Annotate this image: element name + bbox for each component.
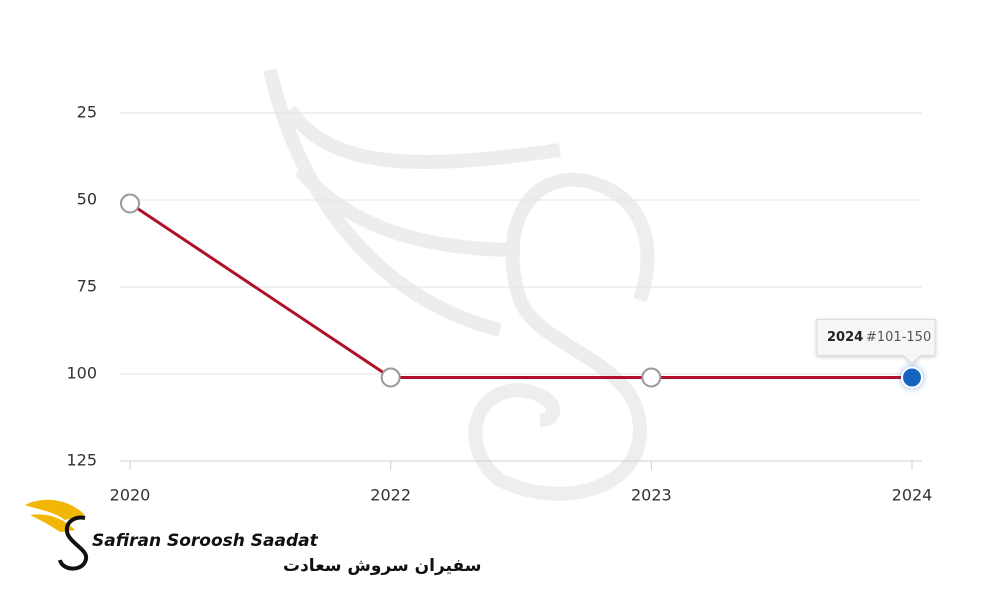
y-tick-label: 100	[66, 364, 97, 383]
point	[901, 366, 923, 389]
logo-name-fa: سفیران سروش سعادت	[283, 556, 481, 576]
point	[120, 193, 140, 214]
point	[380, 367, 401, 388]
logo-wing	[30, 514, 75, 532]
x-tick-label: 2020	[110, 486, 151, 505]
y-tick-label: 25	[77, 103, 97, 122]
watermark	[263, 68, 655, 501]
series-line	[129, 202, 912, 379]
y-tick-label: 75	[77, 277, 97, 296]
tooltip-text: #101-150	[866, 330, 931, 345]
x-tick-label: 2024	[892, 486, 933, 505]
logo-name: Safiran Soroosh Saadat	[92, 531, 319, 551]
tooltip-box	[816, 318, 936, 365]
logo: Safiran Soroosh Saadat سفیران سروش سعادت	[25, 499, 481, 576]
tooltip-label: 2024	[827, 330, 863, 345]
logo-swan	[58, 515, 89, 571]
logo-wing	[25, 499, 85, 520]
x-tick-label: 2023	[631, 486, 672, 505]
y-tick-label: 125	[66, 451, 97, 470]
point	[641, 367, 662, 388]
y-tick-label: 50	[77, 190, 97, 209]
x-tick-label: 2022	[370, 486, 411, 505]
tooltip: 2024 #101-150	[816, 318, 936, 365]
